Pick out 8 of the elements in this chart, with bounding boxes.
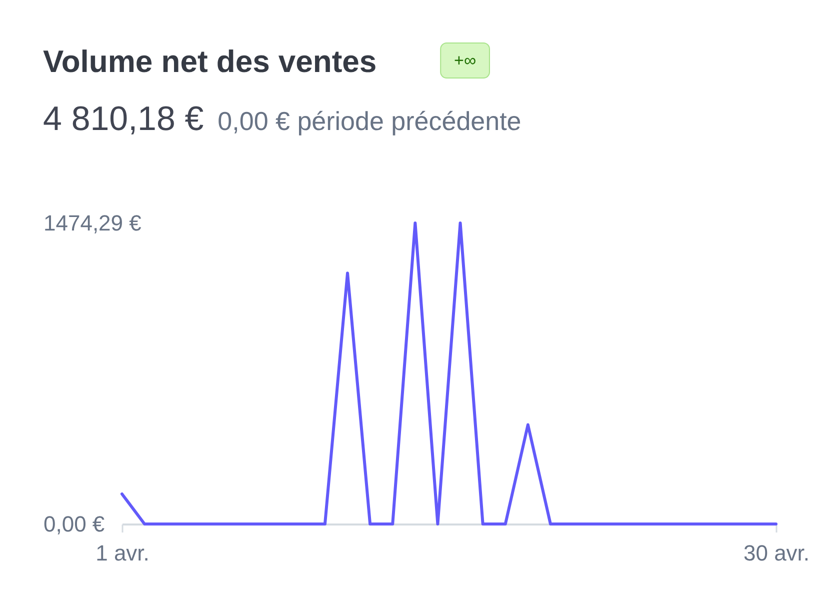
text: 0,00 € période précédente xyxy=(218,106,522,136)
y-tick-label: 1474,29 € xyxy=(44,210,142,236)
chart-subtitle: 4 810,18 € xyxy=(43,100,204,138)
x-tick-label: 30 avr. xyxy=(743,540,810,566)
chart-title: Volume net des ventes xyxy=(43,44,377,79)
x-tick-label: 1 avr. xyxy=(96,540,150,566)
y-tick-label: 0,00 € xyxy=(44,512,105,536)
text: +∞ xyxy=(454,51,476,70)
